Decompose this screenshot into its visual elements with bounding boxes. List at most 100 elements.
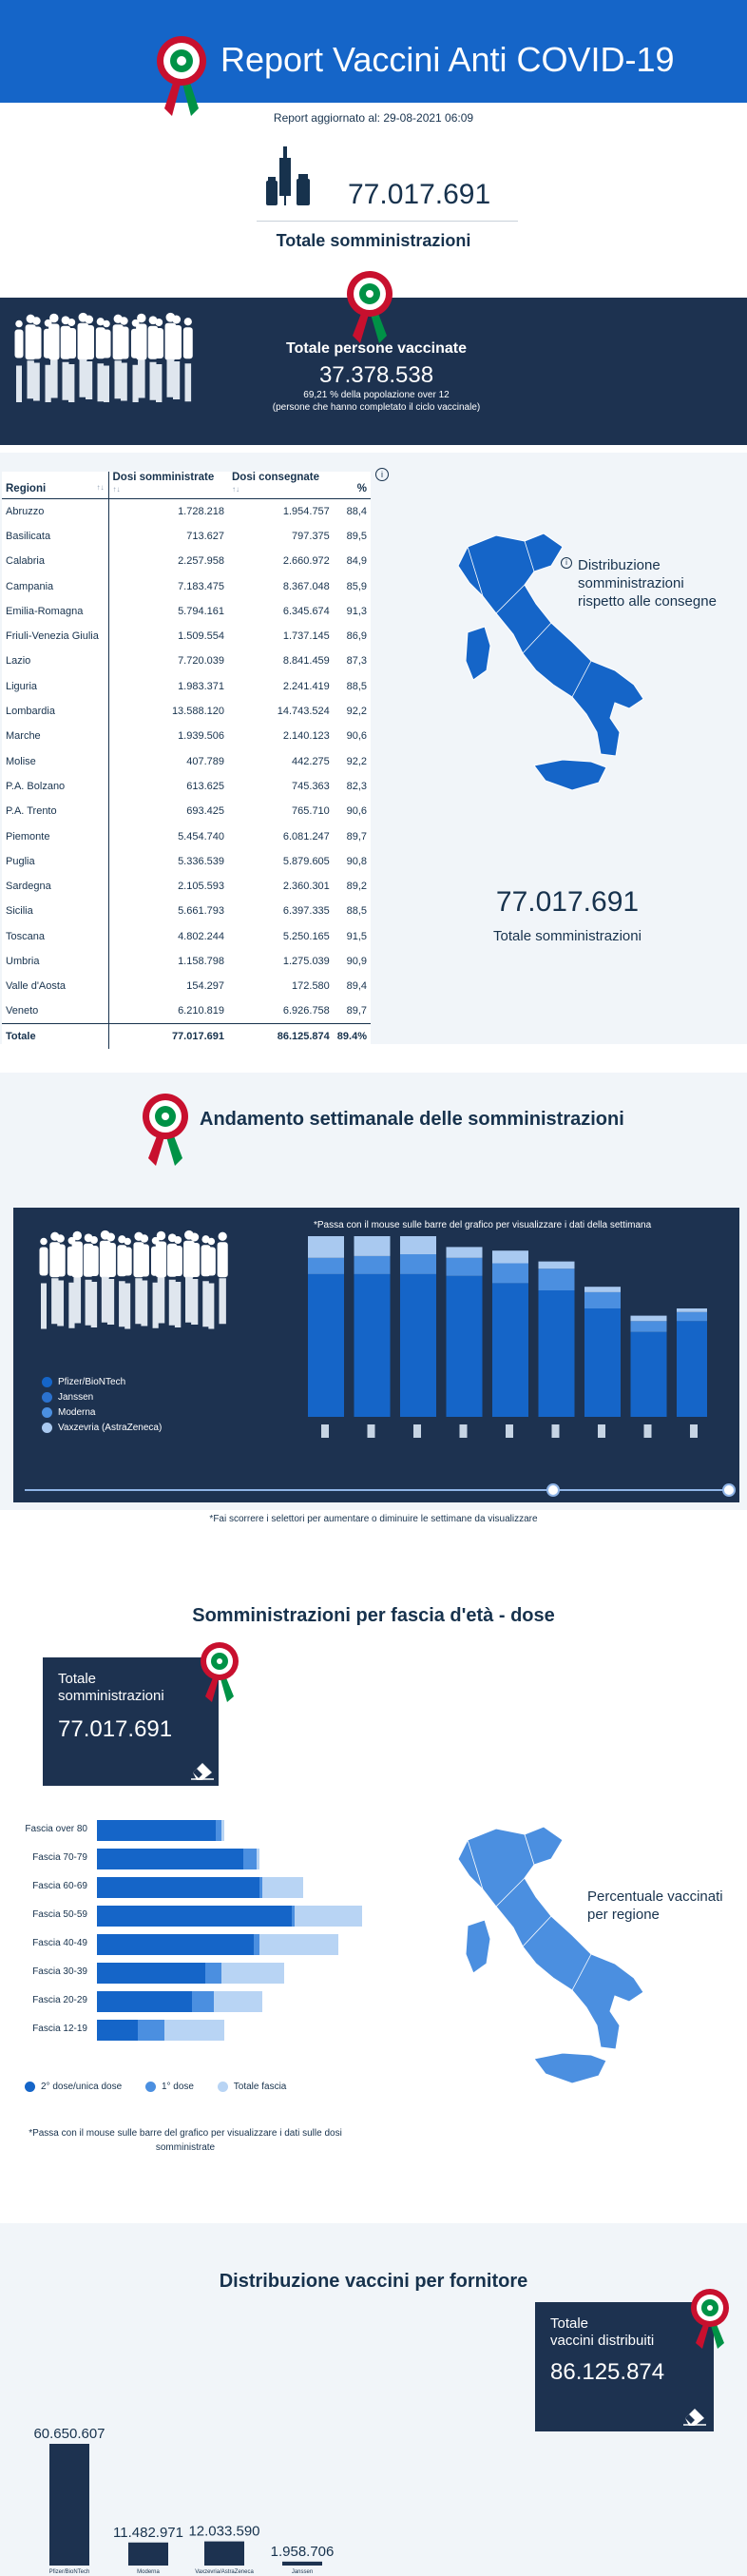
legend-item[interactable]: Janssen bbox=[42, 1392, 162, 1403]
weekly-bar-segment[interactable] bbox=[354, 1273, 391, 1417]
weekly-bar-segment[interactable] bbox=[400, 1236, 436, 1254]
eraser-icon[interactable] bbox=[191, 1759, 214, 1780]
weekly-bar-segment[interactable] bbox=[630, 1315, 667, 1322]
weekly-bar-segment[interactable] bbox=[538, 1261, 575, 1269]
weekly-bar-segment[interactable] bbox=[538, 1290, 575, 1417]
age-bar-second-dose[interactable] bbox=[97, 2020, 138, 2041]
weekly-bar-segment[interactable] bbox=[492, 1263, 528, 1284]
legend-item[interactable]: Totale fascia bbox=[217, 2082, 286, 2092]
table-row[interactable]: Abruzzo 1.728.218 1.954.757 88,4 bbox=[2, 498, 371, 524]
table-row[interactable]: Basilicata 713.627 797.375 89,5 bbox=[2, 523, 371, 550]
table-cell: Campania bbox=[2, 573, 109, 599]
eraser-icon[interactable] bbox=[683, 2405, 706, 2426]
column-header[interactable]: Dosi somministrate ↑↓ bbox=[108, 472, 228, 499]
weekly-bar-segment[interactable] bbox=[446, 1247, 483, 1258]
table-row[interactable]: Lazio 7.720.039 8.841.459 87,3 bbox=[2, 649, 371, 674]
age-bar-second-dose[interactable] bbox=[97, 1906, 293, 1927]
table-cell: Calabria bbox=[2, 549, 109, 574]
weekly-bar-segment[interactable] bbox=[584, 1308, 621, 1417]
age-category-label: Fascia over 80 bbox=[25, 1824, 87, 1834]
table-row[interactable]: Puglia 5.336.539 5.879.605 90,8 bbox=[2, 848, 371, 874]
suppliers-bar-chart[interactable]: 60.650.607 Pfizer/BioNTech 11.482.971 Moder… bbox=[0, 2406, 380, 2576]
weekly-bar-segment[interactable] bbox=[308, 1236, 344, 1258]
legend-item[interactable]: Pfizer/BioNTech bbox=[42, 1377, 162, 1387]
age-bar-chart[interactable]: Fascia over 80 Fascia 70-79 Fascia 60-69 Fa… bbox=[0, 1818, 380, 2056]
table-row[interactable]: Marche 1.939.506 2.140.123 90,6 bbox=[2, 724, 371, 749]
table-row[interactable]: Veneto 6.210.819 6.926.758 89,7 bbox=[2, 998, 371, 1024]
weekly-bar-chart[interactable] bbox=[289, 1236, 707, 1474]
table-row[interactable]: Friuli-Venezia Giulia 1.509.554 1.737.145 8… bbox=[2, 623, 371, 649]
supplier-value-label: 12.033.590 bbox=[188, 2524, 259, 2540]
age-bar-second-dose[interactable] bbox=[97, 1934, 255, 1955]
weekly-bar-segment[interactable] bbox=[354, 1255, 391, 1274]
suppliers-title: Distribuzione vaccini per fornitore bbox=[219, 2271, 528, 2292]
info-icon[interactable]: i bbox=[375, 468, 389, 481]
weekly-bar-segment[interactable] bbox=[584, 1287, 621, 1292]
weekly-bar-segment[interactable] bbox=[308, 1257, 344, 1274]
table-row[interactable]: Lombardia 13.588.120 14.743.524 92,2 bbox=[2, 698, 371, 725]
range-handle-end[interactable] bbox=[722, 1483, 736, 1497]
table-row[interactable]: Piemonte 5.454.740 6.081.247 89,7 bbox=[2, 823, 371, 849]
italy-map-deliveries[interactable] bbox=[430, 528, 648, 813]
weekly-bar-segment[interactable] bbox=[492, 1250, 528, 1264]
table-row[interactable]: Valle d'Aosta 154.297 172.580 89,4 bbox=[2, 974, 371, 999]
weekly-bar-segment[interactable] bbox=[400, 1273, 436, 1417]
age-bar-second-dose[interactable] bbox=[97, 1963, 205, 1984]
table-cell: 91,5 bbox=[346, 930, 367, 942]
map-percent-label: Percentuale vaccinati per regione bbox=[587, 1888, 723, 1923]
column-header[interactable]: % bbox=[333, 472, 371, 499]
legend-item[interactable]: Vaxzevria (AstraZeneca) bbox=[42, 1423, 162, 1434]
weekly-bar-segment[interactable] bbox=[630, 1331, 667, 1417]
weekly-bar-segment[interactable] bbox=[400, 1254, 436, 1274]
supplier-bar[interactable] bbox=[204, 2541, 244, 2566]
weekly-title: Andamento settimanale delle somministraz… bbox=[200, 1109, 624, 1130]
weekly-bar-segment[interactable] bbox=[630, 1321, 667, 1332]
column-header[interactable]: Dosi consegnate ↑↓ bbox=[228, 472, 334, 499]
weekly-bar-segment[interactable] bbox=[308, 1273, 344, 1417]
weekly-bar-segment[interactable] bbox=[584, 1291, 621, 1308]
info-icon[interactable]: i bbox=[561, 557, 572, 569]
table-row[interactable]: P.A. Bolzano 613.625 745.363 82,3 bbox=[2, 773, 371, 800]
weekly-bar-segment[interactable] bbox=[354, 1236, 391, 1256]
table-cell: 154.297 bbox=[186, 980, 224, 993]
table-row[interactable]: Molise 407.789 442.275 92,2 bbox=[2, 748, 371, 774]
table-row[interactable]: Toscana 4.802.244 5.250.165 91,5 bbox=[2, 923, 371, 949]
table-row[interactable]: Calabria 2.257.958 2.660.972 84,9 bbox=[2, 549, 371, 574]
table-row[interactable]: Umbria 1.158.798 1.275.039 90,9 bbox=[2, 948, 371, 975]
weekly-bar-segment[interactable] bbox=[677, 1321, 707, 1417]
table-cell: 2.241.419 bbox=[282, 680, 330, 692]
weekly-bar-segment[interactable] bbox=[538, 1269, 575, 1290]
supplier-bar[interactable] bbox=[49, 2444, 89, 2566]
table-header-row: Regioni ↑↓ Dosi somministrate ↑↓ Dosi co… bbox=[2, 472, 371, 499]
age-bar-second-dose[interactable] bbox=[97, 1820, 217, 1841]
table-row[interactable]: Liguria 1.983.371 2.241.419 88,5 bbox=[2, 673, 371, 699]
column-header[interactable]: Regioni ↑↓ bbox=[2, 472, 109, 499]
table-row[interactable]: P.A. Trento 693.425 765.710 90,6 bbox=[2, 799, 371, 824]
table-row[interactable]: Campania 7.183.475 8.367.048 85,9 bbox=[2, 573, 371, 599]
age-bar-second-dose[interactable] bbox=[97, 1849, 243, 1869]
legend-item[interactable]: 2° dose/unica dose bbox=[25, 2082, 122, 2092]
weekly-bar-segment[interactable] bbox=[677, 1308, 707, 1312]
weekly-bar-segment[interactable] bbox=[677, 1311, 707, 1322]
legend-item[interactable]: Moderna bbox=[42, 1407, 162, 1418]
table-cell: 407.789 bbox=[186, 755, 224, 767]
weekly-bar-segment[interactable] bbox=[446, 1275, 483, 1417]
week-range-track[interactable] bbox=[25, 1489, 728, 1491]
supplier-bar[interactable] bbox=[128, 2542, 168, 2566]
range-handle-start[interactable] bbox=[546, 1483, 560, 1497]
age-bar-second-dose[interactable] bbox=[97, 1877, 259, 1898]
weekly-slider-note: *Fai scorrere i selettori per aumentare … bbox=[209, 1514, 538, 1524]
table-row[interactable]: Sardegna 2.105.593 2.360.301 89,2 bbox=[2, 873, 371, 900]
age-bar-second-dose[interactable] bbox=[97, 1991, 192, 2012]
legend-item[interactable]: 1° dose bbox=[144, 2082, 194, 2092]
italy-map-percent[interactable] bbox=[430, 1821, 648, 2106]
week-tick-label bbox=[598, 1424, 605, 1438]
card-label: Totale somministrazioni bbox=[58, 1671, 164, 1704]
supplier-bar[interactable] bbox=[282, 2561, 322, 2566]
table-cell: 90,6 bbox=[346, 730, 367, 743]
table-row[interactable]: Sicilia 5.661.793 6.397.335 88,5 bbox=[2, 899, 371, 924]
table-row[interactable]: Emilia-Romagna 5.794.161 6.345.674 91,3 bbox=[2, 598, 371, 624]
weekly-bar-segment[interactable] bbox=[492, 1283, 528, 1417]
weekly-bar-segment[interactable] bbox=[446, 1257, 483, 1276]
update-timestamp: Report aggiornato al: 29-08-2021 06:09 bbox=[273, 111, 474, 125]
